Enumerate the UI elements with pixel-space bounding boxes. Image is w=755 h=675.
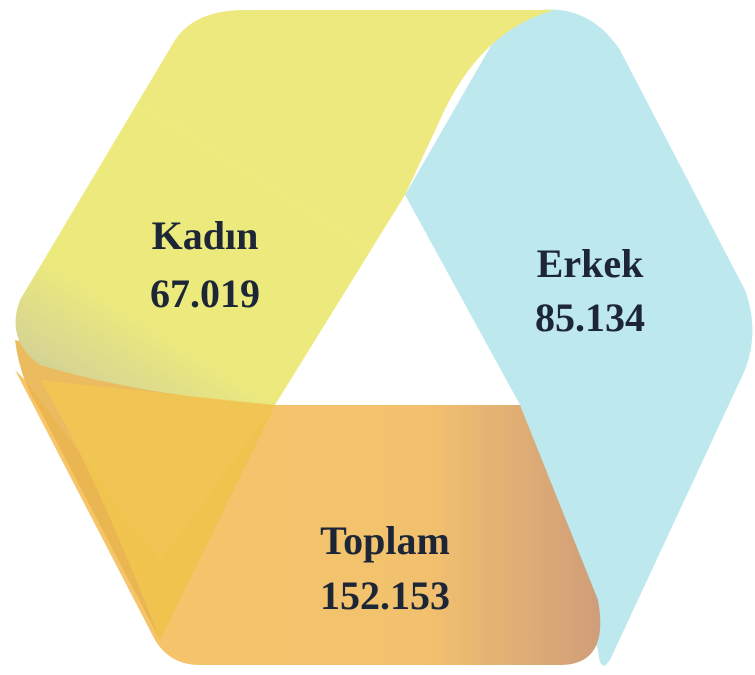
yellow-fold: [40, 380, 275, 640]
center-hole: [290, 195, 520, 405]
segment-label: Kadın: [152, 213, 259, 258]
erkek-ribbon: [405, 9, 753, 666]
segment-label: Toplam: [320, 518, 450, 563]
segment-value: 152.153: [320, 573, 450, 618]
segment-value: 85.134: [535, 295, 645, 340]
kadin-ribbon: [15, 10, 555, 405]
segment-label: Erkek: [537, 241, 644, 286]
segment-value: 67.019: [150, 271, 260, 316]
